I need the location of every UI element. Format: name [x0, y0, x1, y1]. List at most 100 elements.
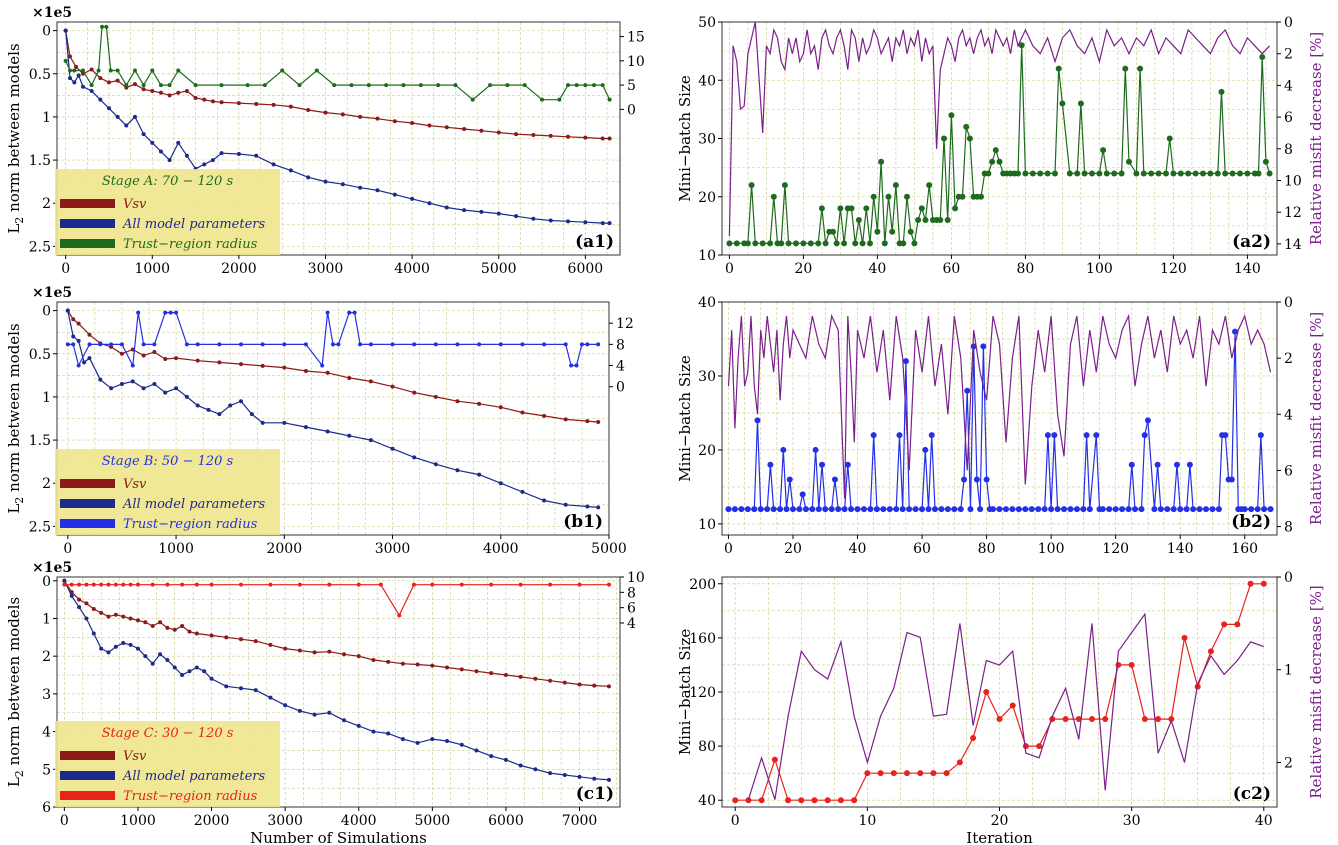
data-point: [548, 771, 553, 776]
data-point: [1089, 716, 1095, 723]
data-point: [548, 678, 553, 683]
y2-tick-label: 12: [1284, 205, 1302, 221]
data-point: [812, 446, 819, 453]
data-point: [239, 342, 243, 347]
data-point: [1144, 417, 1151, 424]
x-tick-label: 6000: [568, 261, 604, 277]
data-point: [352, 310, 357, 315]
data-point: [260, 420, 265, 425]
data-point: [84, 616, 89, 621]
y-tick-label: 2: [42, 649, 51, 665]
panel-c2: 0 10 20 30 40 40 80 120 160 200 0 1 2 Mini−batch Size…: [676, 570, 1325, 845]
series-2: [65, 308, 601, 510]
data-point: [754, 417, 761, 424]
panel-a1: 0 1000 2000 3000 4000 5000 6000 0 0.5 1 1.5 2 2.5 0 5 1…: [5, 5, 645, 277]
x-tick-label: 60: [942, 261, 960, 277]
sci-factor-label: ×1e5: [32, 285, 72, 301]
data-point: [327, 710, 332, 715]
data-point: [569, 363, 574, 368]
y2-tick-label: 2: [1284, 351, 1293, 367]
data-point: [115, 78, 120, 83]
legend-entry: All model parameters: [122, 769, 265, 784]
y-tick-label: 10: [698, 517, 716, 533]
data-point: [340, 112, 345, 117]
data-point: [811, 797, 818, 804]
data-point: [297, 648, 302, 653]
data-point: [412, 455, 417, 460]
data-point: [1041, 506, 1048, 513]
data-point: [306, 108, 311, 113]
data-point: [937, 217, 944, 224]
data-point: [331, 342, 335, 347]
data-point: [238, 686, 243, 691]
x-tick-label: 1000: [158, 541, 194, 557]
data-point: [115, 114, 120, 119]
data-point: [238, 582, 243, 587]
data-point: [228, 403, 233, 408]
data-point: [325, 370, 330, 375]
data-point: [1232, 328, 1239, 335]
data-point: [206, 407, 211, 412]
data-point: [770, 193, 777, 200]
data-point: [944, 506, 951, 513]
data-point: [752, 240, 759, 247]
y-tick-label: 1: [42, 611, 51, 627]
data-point: [378, 582, 383, 587]
data-point: [907, 228, 914, 235]
data-point: [1062, 716, 1069, 723]
data-point: [831, 476, 838, 483]
legend-title: Stage C: 30 − 120 s: [102, 726, 234, 741]
data-point: [520, 489, 525, 494]
data-point: [778, 240, 785, 247]
series-line: [747, 612, 1265, 800]
data-point: [158, 149, 163, 154]
data-point: [202, 669, 207, 674]
legend-swatch: [60, 499, 115, 508]
x-tick-label: 2000: [194, 813, 230, 829]
data-point: [496, 130, 501, 135]
data-point: [430, 737, 435, 742]
data-point: [1207, 170, 1214, 177]
data-point: [1029, 170, 1036, 177]
data-point: [1081, 170, 1088, 177]
data-point: [781, 182, 788, 189]
x-tick-label: 80: [978, 541, 996, 557]
data-point: [455, 468, 460, 473]
data-point: [1244, 170, 1251, 177]
x-tick-label: 0: [61, 261, 70, 277]
y-tick-label: 5: [42, 762, 51, 778]
legend-swatch: [60, 791, 115, 800]
y2-tick-label: 8: [616, 337, 625, 353]
data-point: [306, 175, 311, 180]
data-point: [386, 659, 391, 664]
data-point: [1177, 506, 1184, 513]
data-point: [158, 620, 163, 625]
data-point: [973, 476, 980, 483]
data-point: [119, 351, 124, 356]
data-point: [514, 132, 519, 137]
data-point: [583, 220, 588, 225]
x-tick-label: 0: [725, 261, 734, 277]
data-point: [254, 153, 259, 158]
data-point: [172, 665, 177, 670]
data-point: [1248, 506, 1255, 513]
y-axis-label-part: L: [5, 777, 23, 787]
data-point: [128, 616, 133, 621]
data-point: [312, 650, 317, 655]
series-2: [62, 578, 611, 782]
data-point: [818, 205, 825, 212]
data-point: [77, 605, 82, 610]
data-point: [893, 506, 900, 513]
data-point: [1229, 170, 1236, 177]
data-point: [822, 240, 829, 247]
data-point: [985, 170, 992, 177]
data-point: [579, 342, 584, 347]
data-point: [574, 363, 579, 368]
data-point: [336, 342, 341, 347]
data-point: [977, 506, 984, 513]
data-point: [748, 182, 755, 189]
data-point: [84, 601, 89, 606]
data-point: [835, 506, 842, 513]
legend-swatch: [60, 751, 115, 760]
data-point: [152, 381, 157, 386]
